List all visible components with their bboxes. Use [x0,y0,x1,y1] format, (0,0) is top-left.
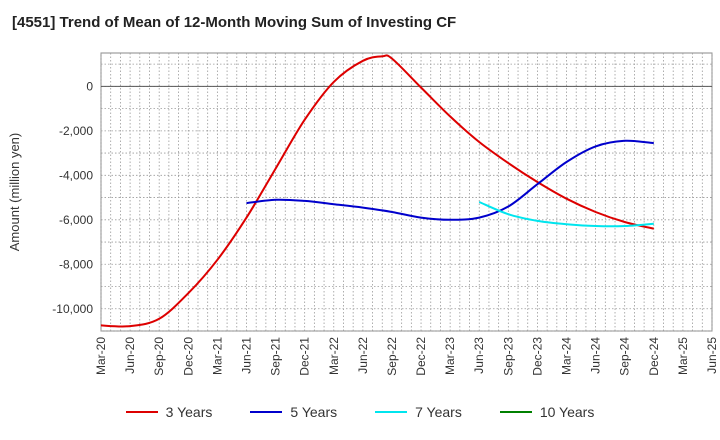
legend: 3 Years 5 Years 7 Years 10 Years [0,404,720,420]
grid [100,52,713,332]
y-tick-label: -2,000 [59,124,93,138]
legend-item-7-years: 7 Years [375,404,462,420]
x-tick-label: Jun-24 [589,337,603,374]
x-tick-label: Sep-23 [501,337,515,376]
chart-title: [4551] Trend of Mean of 12-Month Moving … [12,14,457,31]
series-line-5-years [246,139,654,221]
axes: 0 -2,000 -4,000 -6,000 -8,000 -10,000 Mar-20 Ju… [52,79,719,375]
legend-swatch [250,411,283,413]
legend-item-5-years: 5 Years [250,404,337,420]
x-tick-label: Sep-22 [385,337,399,376]
legend-label: 7 Years [415,404,462,420]
legend-swatch [375,411,408,413]
y-tick-label: -8,000 [59,257,93,271]
x-tick-label: Dec-23 [530,337,544,376]
y-tick-label: -4,000 [59,168,93,182]
legend-item-3-years: 3 Years [125,404,213,420]
x-tick-label: Sep-20 [152,337,166,376]
y-tick-label: 0 [86,79,93,93]
x-tick-label: Jun-22 [356,337,370,374]
x-tick-label: Jun-25 [705,337,719,374]
x-tick-label: Sep-24 [618,337,632,376]
legend-label: 3 Years [165,404,213,420]
x-tick-label: Jun-20 [123,337,137,374]
legend-swatch [125,411,158,413]
plot-area [100,52,713,332]
y-tick-label: -10,000 [52,302,93,316]
x-tick-label: Jun-23 [472,337,486,374]
x-tick-label: Mar-23 [443,337,457,375]
y-tick-label: -6,000 [59,213,93,227]
x-tick-label: Mar-21 [210,337,224,375]
x-tick-label: Dec-20 [181,337,195,376]
x-tick-label: Sep-21 [269,337,283,376]
x-tick-label: Mar-20 [94,337,108,375]
x-tick-label: Jun-21 [239,337,253,374]
x-tick-label: Mar-25 [676,337,690,375]
x-tick-label: Mar-24 [560,337,574,375]
series-line-7-years [478,201,654,228]
series-lines [100,54,655,328]
legend-item-10-years: 10 Years [499,404,595,420]
x-tick-label: Mar-22 [327,337,341,375]
series-line-3-years [100,54,655,328]
x-tick-label: Dec-21 [298,337,312,376]
legend-label: 10 Years [539,404,595,420]
x-tick-label: Dec-24 [647,337,661,376]
legend-swatch [499,411,532,413]
x-tick-label: Dec-22 [414,337,428,376]
y-axis-title: Amount (million yen) [7,133,22,252]
legend-label: 5 Years [290,404,338,420]
